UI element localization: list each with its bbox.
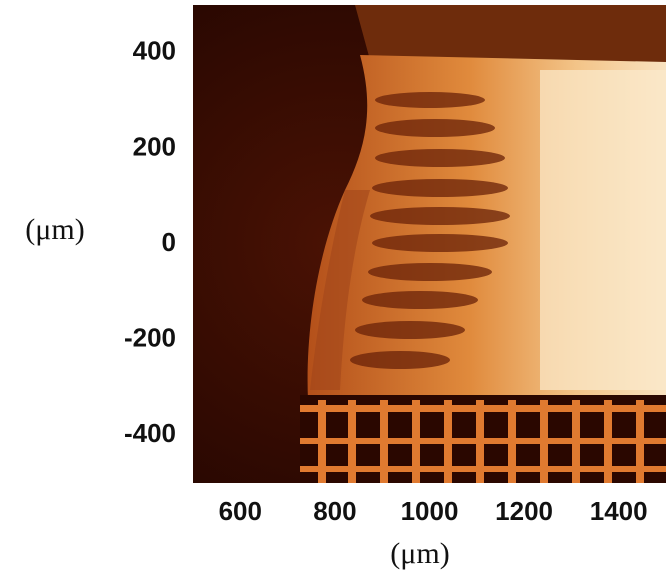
x-tick-label: 1400: [590, 496, 648, 526]
figure: (μm) (μm) 600 800 1000 1200 1400 400 200 0 -200 -…: [0, 0, 666, 579]
y-tick-label: -200: [124, 322, 176, 352]
x-tick-label: 1000: [401, 496, 459, 526]
y-tick-label: 200: [133, 131, 176, 161]
x-axis-label: (μm): [390, 537, 449, 570]
x-tick-label: 800: [313, 496, 356, 526]
y-tick-label: -400: [124, 418, 176, 448]
y-axis-label: (μm): [25, 213, 84, 246]
y-tick-label: 0: [162, 227, 176, 257]
x-tick-label: 1200: [495, 496, 553, 526]
y-tick-label: 400: [133, 36, 176, 66]
x-tick-label: 600: [219, 496, 262, 526]
radiograph: [193, 5, 666, 483]
